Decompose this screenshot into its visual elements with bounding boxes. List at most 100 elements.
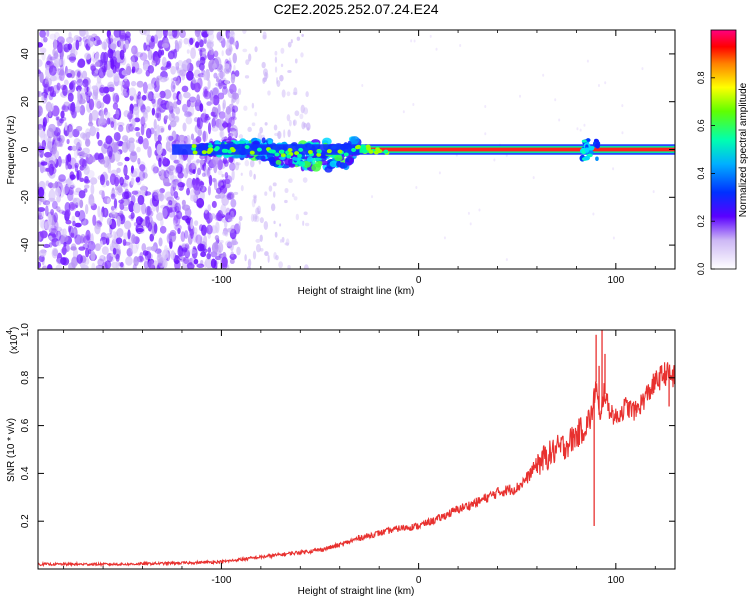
noise-blob [219, 240, 224, 244]
carrier-blob [334, 154, 343, 162]
noise-blob [99, 174, 105, 186]
noise-blob [196, 60, 201, 68]
carrier-blob [339, 162, 348, 169]
noise-blob [264, 191, 268, 196]
noise-blob [140, 116, 146, 127]
noise-blob [140, 124, 145, 136]
noise-blob [161, 249, 169, 260]
noise-blob [195, 136, 202, 144]
noise-blob [238, 220, 242, 230]
noise-blob [233, 191, 239, 195]
noise-blob [218, 117, 224, 125]
noise-blob [109, 211, 118, 218]
noise-blob [135, 131, 141, 137]
noise-blob [257, 205, 261, 215]
carrier-blob [349, 157, 354, 164]
noise-blob [229, 30, 235, 36]
noise-blob [292, 193, 295, 198]
noise-blob [227, 132, 234, 138]
noise-blob [156, 101, 160, 112]
noise-blob [169, 120, 177, 128]
noise-blob [249, 169, 253, 178]
noise-blob [597, 84, 600, 88]
noise-blob [233, 64, 236, 73]
noise-blob [183, 37, 189, 45]
y-tick-label: 0.6 [20, 418, 31, 432]
noise-blob [68, 56, 77, 61]
noise-blob [90, 183, 95, 196]
noise-blob [142, 138, 149, 150]
noise-blob [203, 234, 208, 246]
noise-blob [84, 204, 89, 215]
noise-blob [163, 169, 170, 179]
noise-blob [51, 182, 60, 189]
noise-blob [211, 126, 219, 132]
noise-blob [300, 52, 304, 58]
noise-blob [177, 134, 186, 142]
noise-blob [210, 258, 217, 269]
noise-blob [71, 79, 77, 85]
noise-blob [183, 91, 191, 99]
noise-blob [84, 138, 91, 147]
noise-blob [237, 88, 242, 96]
noise-blob [42, 121, 46, 132]
noise-blob [45, 113, 50, 124]
noise-blob [103, 107, 108, 116]
noise-blob [204, 257, 213, 269]
noise-blob [118, 81, 125, 86]
noise-blob [213, 178, 218, 191]
noise-blob [166, 167, 172, 174]
noise-blob [129, 95, 134, 101]
noise-blob [135, 216, 143, 226]
carrier-blob [249, 150, 255, 155]
noise-blob [152, 166, 159, 174]
noise-blob [65, 209, 71, 218]
noise-blob [38, 90, 41, 98]
noise-blob [210, 96, 215, 105]
noise-blob [190, 218, 194, 230]
noise-blob [128, 214, 135, 219]
noise-blob [307, 127, 310, 131]
noise-blob [206, 41, 214, 49]
noise-blob [130, 177, 135, 186]
noise-blob [579, 128, 582, 132]
noise-blob [184, 230, 189, 239]
noise-blob [178, 93, 183, 102]
carrier-blob [255, 155, 266, 160]
noise-blob [170, 181, 178, 188]
noise-blob [90, 250, 96, 261]
noise-blob [413, 39, 416, 43]
x-tick-label: 0 [416, 575, 422, 586]
noise-blob [229, 228, 237, 240]
noise-blob [184, 111, 192, 118]
x-tick-label: 100 [607, 275, 624, 286]
noise-blob [135, 176, 141, 183]
carrier-blob [256, 147, 262, 152]
noise-blob [93, 72, 98, 78]
noise-blob [47, 140, 52, 149]
burst-blob [584, 155, 590, 161]
noise-blob [88, 98, 95, 111]
noise-blob [213, 56, 222, 69]
noise-blob [85, 247, 90, 258]
noise-blob [195, 41, 200, 49]
noise-blob [50, 225, 57, 231]
noise-blob [38, 207, 46, 213]
noise-blob [201, 130, 208, 142]
noise-blob [137, 94, 141, 100]
noise-blob [106, 217, 113, 226]
noise-blob [75, 142, 82, 150]
noise-blob [53, 57, 62, 68]
noise-blob [247, 126, 252, 133]
noise-blob [221, 50, 224, 57]
noise-blob [106, 117, 111, 125]
noise-blob [193, 82, 201, 93]
noise-blob [226, 228, 231, 233]
noise-blob [110, 190, 117, 198]
noise-blob [70, 101, 76, 113]
noise-blob [230, 193, 235, 200]
noise-blob [46, 264, 53, 269]
noise-blob [542, 73, 545, 77]
noise-blob [612, 167, 615, 171]
noise-blob [124, 156, 130, 162]
